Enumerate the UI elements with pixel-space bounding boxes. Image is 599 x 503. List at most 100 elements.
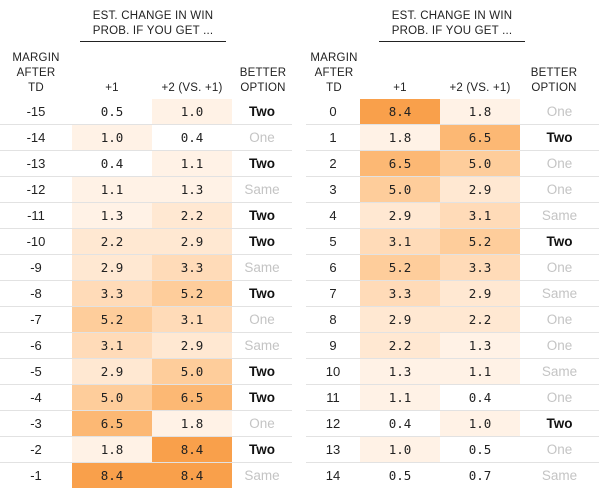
- plus1-cell: 2.9: [360, 202, 440, 229]
- margin-cell: 10: [306, 358, 360, 385]
- plus2-cell: 6.5: [152, 384, 232, 411]
- plus1-cell: 3.3: [72, 280, 152, 307]
- plus1-cell: 1.8: [72, 436, 152, 463]
- better-option-cell: One: [232, 410, 292, 437]
- better-option-cell: Same: [232, 254, 292, 281]
- plus2-cell: 0.4: [440, 384, 520, 411]
- better-option-cell: Same: [520, 280, 599, 307]
- better-option-cell: One: [520, 176, 599, 203]
- better-option-cell: One: [546, 104, 573, 119]
- table-row: -14 1.0 0.4 One: [0, 124, 292, 151]
- table-row: 10 1.3 1.1 Same: [306, 358, 599, 385]
- margin-cell: -11: [0, 202, 72, 229]
- better-option-cell: Two: [520, 410, 599, 437]
- margin-cell: -12: [0, 176, 72, 203]
- table-row: 2 6.5 5.0 One: [306, 150, 599, 177]
- plus2-cell: 2.9: [152, 228, 232, 255]
- margin-cell: 5: [306, 228, 360, 255]
- better-option-cell: One: [520, 306, 599, 333]
- table-row: 0 8.4 1.8 One: [306, 99, 599, 125]
- plus1-cell: 0.4: [72, 150, 152, 177]
- plus2-cell: 2.9: [152, 332, 232, 359]
- plus2-cell: 1.0: [152, 99, 232, 125]
- better-option-cell: Two: [232, 384, 292, 411]
- margin-cell: 13: [306, 436, 360, 463]
- better-option-cell: One: [520, 254, 599, 281]
- plus1-cell: 8.4: [72, 462, 152, 488]
- table-row: -12 1.1 1.3 Same: [0, 176, 292, 203]
- table-row: -13 0.4 1.1 Two: [0, 150, 292, 177]
- margin-cell: 0: [329, 104, 337, 119]
- plus1-cell: 0.4: [360, 410, 440, 437]
- plus1-cell: 1.8: [360, 124, 440, 151]
- margin-cell: 9: [306, 332, 360, 359]
- margin-cell: -15: [26, 104, 46, 119]
- table-row: -1 8.4 8.4 Same: [0, 462, 292, 488]
- plus1-cell: 8.4: [360, 99, 440, 125]
- margin-cell: -4: [0, 384, 72, 411]
- better-option-cell: Same: [232, 462, 292, 488]
- plus1-cell: 2.9: [360, 306, 440, 333]
- table-row: 14 0.5 0.7 Same: [306, 462, 599, 488]
- margin-cell: -3: [0, 410, 72, 437]
- margin-cell: -5: [0, 358, 72, 385]
- margin-cell: -10: [0, 228, 72, 255]
- table-row: 1 1.8 6.5 Two: [306, 124, 599, 151]
- plus1-cell: 5.2: [360, 254, 440, 281]
- better-option-cell: Two: [232, 358, 292, 385]
- better-option-cell: Two: [232, 202, 292, 229]
- table-row: 13 1.0 0.5 One: [306, 436, 599, 463]
- plus2-cell: 3.3: [440, 254, 520, 281]
- table-row: 4 2.9 3.1 Same: [306, 202, 599, 229]
- better-option-cell: Same: [232, 176, 292, 203]
- margin-cell: 14: [306, 462, 360, 488]
- margin-header: MARGIN AFTER TD: [12, 52, 60, 94]
- plus2-cell: 2.2: [152, 202, 232, 229]
- better-option-cell: One: [232, 124, 292, 151]
- group-header: EST. CHANGE IN WIN PROB. IF YOU GET ...: [80, 9, 226, 42]
- table-row: 12 0.4 1.0 Two: [306, 410, 599, 437]
- margin-cell: 11: [306, 384, 360, 411]
- table-row: 7 3.3 2.9 Same: [306, 280, 599, 307]
- plus1-cell: 5.2: [72, 306, 152, 333]
- margin-cell: 4: [306, 202, 360, 229]
- margin-cell: 3: [306, 176, 360, 203]
- plus1-cell: 2.2: [360, 332, 440, 359]
- plus1-cell: 1.0: [72, 124, 152, 151]
- margin-cell: -1: [0, 462, 72, 488]
- plus1-cell: 0.5: [72, 99, 152, 125]
- better-option-cell: Same: [520, 462, 599, 488]
- win-prob-table-left: -15 0.5 1.0 Two -14 1.0 0.4 One -13 0.4 1.1 Two -12 1…: [0, 99, 292, 488]
- table-row: 8 2.9 2.2 One: [306, 306, 599, 333]
- table-row: -8 3.3 5.2 Two: [0, 280, 292, 307]
- better-option-cell: One: [520, 150, 599, 177]
- margin-cell: 8: [306, 306, 360, 333]
- plus2-cell: 3.3: [152, 254, 232, 281]
- plus2-cell: 5.2: [152, 280, 232, 307]
- plus2-cell: 1.3: [152, 176, 232, 203]
- table-row: 3 5.0 2.9 One: [306, 176, 599, 203]
- plus1-cell: 3.3: [360, 280, 440, 307]
- plus1-cell: 6.5: [360, 150, 440, 177]
- plus1-cell: 5.0: [72, 384, 152, 411]
- better-option-cell: Two: [232, 280, 292, 307]
- plus1-cell: 1.0: [360, 436, 440, 463]
- plus2-cell: 1.8: [440, 99, 520, 125]
- plus1-cell: 2.2: [72, 228, 152, 255]
- better-option-header: BETTER OPTION: [239, 67, 287, 94]
- margin-cell: -7: [0, 306, 72, 333]
- plus1-cell: 6.5: [72, 410, 152, 437]
- margin-cell: 12: [306, 410, 360, 437]
- margin-cell: -6: [0, 332, 72, 359]
- plus2-cell: 5.0: [152, 358, 232, 385]
- plus1-cell: 1.3: [360, 358, 440, 385]
- margin-cell: 2: [306, 150, 360, 177]
- plus1-cell: 1.1: [360, 384, 440, 411]
- better-option-cell: Two: [232, 228, 292, 255]
- plus2-cell: 2.9: [440, 280, 520, 307]
- margin-cell: -13: [0, 150, 72, 177]
- better-option-cell: One: [520, 332, 599, 359]
- plus2-cell: 8.4: [152, 436, 232, 463]
- table-row: 9 2.2 1.3 One: [306, 332, 599, 359]
- better-option-cell: Two: [232, 150, 292, 177]
